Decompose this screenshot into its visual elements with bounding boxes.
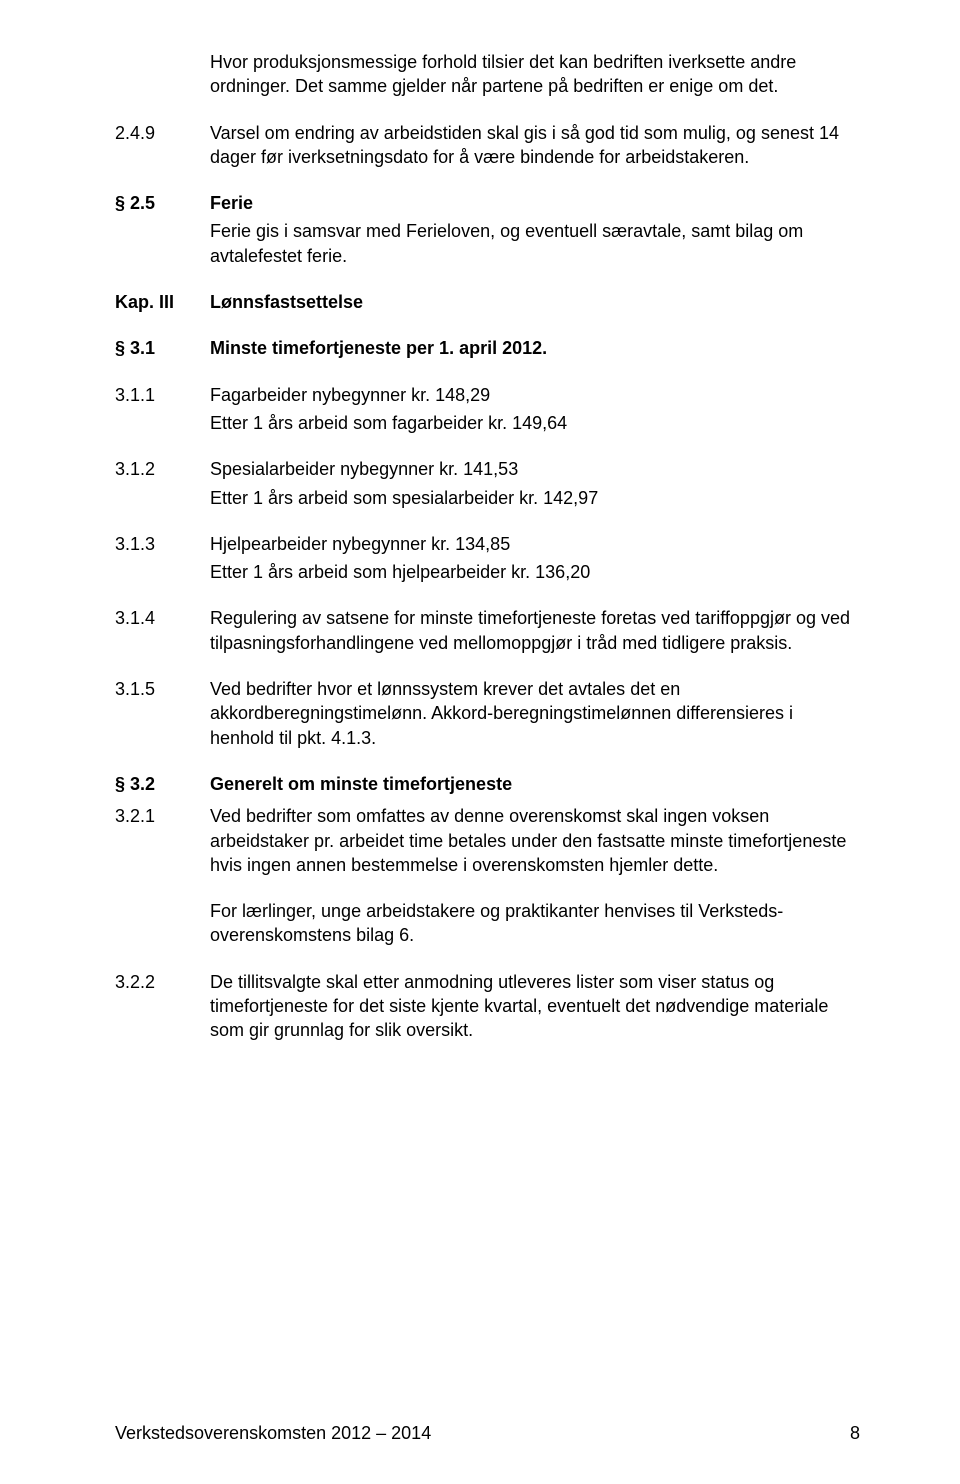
footer-page-number: 8: [850, 1423, 860, 1444]
section-2-4-9: 2.4.9 Varsel om endring av arbeidstiden …: [115, 121, 860, 170]
intro-paragraph: Hvor produksjonsmessige forhold tilsier …: [210, 50, 860, 99]
section-text: Hjelpearbeider nybegynner kr. 134,85: [210, 532, 860, 556]
section-text: Ved bedrifter hvor et lønnssystem krever…: [210, 677, 860, 750]
kap-3-header: Kap. III Lønnsfastsettelse: [115, 290, 860, 314]
section-3-1-1-line2: Etter 1 års arbeid som fagarbeider kr. 1…: [210, 411, 860, 435]
section-3-1-3-line2: Etter 1 års arbeid som hjelpearbeider kr…: [210, 560, 860, 584]
section-title: Minste timefortjeneste per 1. april 2012…: [210, 336, 860, 360]
section-title: Ferie: [210, 191, 860, 215]
section-3-1-header: § 3.1 Minste timefortjeneste per 1. apri…: [115, 336, 860, 360]
footer-left: Verkstedsoverenskomsten 2012 – 2014: [115, 1423, 431, 1444]
section-3-1-5: 3.1.5 Ved bedrifter hvor et lønnssystem …: [115, 677, 860, 750]
section-number: 3.1.4: [115, 606, 210, 630]
chapter-label: Kap. III: [115, 290, 210, 314]
section-number: § 3.2: [115, 772, 210, 796]
section-3-2-2: 3.2.2 De tillitsvalgte skal etter anmodn…: [115, 970, 860, 1043]
section-text: Spesialarbeider nybegynner kr. 141,53: [210, 457, 860, 481]
section-3-1-3: 3.1.3 Hjelpearbeider nybegynner kr. 134,…: [115, 532, 860, 556]
section-text: Varsel om endring av arbeidstiden skal g…: [210, 121, 860, 170]
section-number: 2.4.9: [115, 121, 210, 145]
section-3-1-2-line2: Etter 1 års arbeid som spesialarbeider k…: [210, 486, 860, 510]
section-number: § 3.1: [115, 336, 210, 360]
section-title: Generelt om minste timefortjeneste: [210, 772, 860, 796]
section-number: § 2.5: [115, 191, 210, 215]
section-3-2-header: § 3.2 Generelt om minste timefortjeneste: [115, 772, 860, 796]
section-3-1-4: 3.1.4 Regulering av satsene for minste t…: [115, 606, 860, 655]
page-footer: Verkstedsoverenskomsten 2012 – 2014 8: [115, 1423, 860, 1444]
section-number: 3.1.2: [115, 457, 210, 481]
section-text: Fagarbeider nybegynner kr. 148,29: [210, 383, 860, 407]
section-number: 3.1.1: [115, 383, 210, 407]
section-3-1-2: 3.1.2 Spesialarbeider nybegynner kr. 141…: [115, 457, 860, 481]
section-text: Ved bedrifter som omfattes av denne over…: [210, 804, 860, 877]
section-number: 3.1.3: [115, 532, 210, 556]
section-3-1-1: 3.1.1 Fagarbeider nybegynner kr. 148,29: [115, 383, 860, 407]
section-3-2-1: 3.2.1 Ved bedrifter som omfattes av denn…: [115, 804, 860, 877]
section-number: 3.2.2: [115, 970, 210, 994]
section-2-5-body: Ferie gis i samsvar med Ferieloven, og e…: [210, 219, 860, 268]
section-number: 3.2.1: [115, 804, 210, 828]
section-number: 3.1.5: [115, 677, 210, 701]
section-text: De tillitsvalgte skal etter anmodning ut…: [210, 970, 860, 1043]
chapter-title: Lønnsfastsettelse: [210, 290, 860, 314]
section-3-2-1-p2: For lærlinger, unge arbeidstakere og pra…: [210, 899, 860, 948]
section-2-5-header: § 2.5 Ferie: [115, 191, 860, 215]
section-text: Regulering av satsene for minste timefor…: [210, 606, 860, 655]
